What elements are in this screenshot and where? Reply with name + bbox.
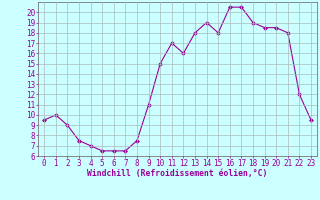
X-axis label: Windchill (Refroidissement éolien,°C): Windchill (Refroidissement éolien,°C) (87, 169, 268, 178)
